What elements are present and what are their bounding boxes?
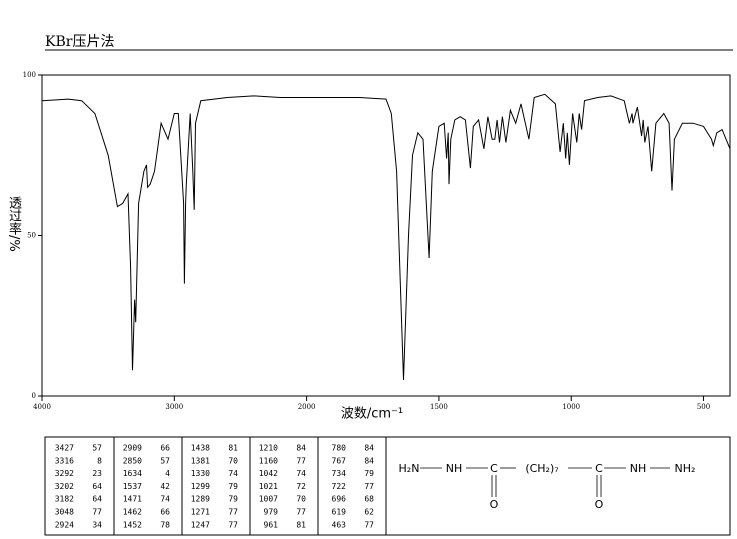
peak-wavenumber: 1462: [123, 508, 142, 517]
peak-transmittance: 77: [296, 456, 306, 465]
table-frame: [44, 436, 731, 536]
peak-transmittance: 77: [364, 482, 374, 491]
peak-wavenumber: 3202: [55, 482, 74, 491]
peak-transmittance: 57: [160, 456, 170, 465]
peak-wavenumber: 1438: [191, 444, 210, 453]
x-tick-label: 1000: [562, 403, 580, 411]
peak-wavenumber: 3182: [55, 495, 74, 504]
x-tick-label: 4000: [33, 403, 51, 411]
peak-transmittance: 70: [228, 456, 238, 465]
peak-wavenumber: 734: [332, 469, 347, 478]
peak-transmittance: 42: [160, 482, 170, 491]
peak-transmittance: 79: [228, 482, 238, 491]
plot-frame: [41, 74, 731, 397]
peak-wavenumber: 3292: [55, 469, 74, 478]
peak-wavenumber: 780: [332, 444, 347, 453]
structure-label: NH: [630, 462, 647, 475]
structure-label: NH: [446, 462, 463, 475]
peak-wavenumber: 1634: [123, 469, 142, 478]
structure-label: (CH₂)₇: [525, 462, 558, 475]
peak-transmittance: 77: [228, 520, 238, 529]
peak-transmittance: 34: [92, 520, 102, 529]
peak-transmittance: 79: [364, 469, 374, 478]
peak-transmittance: 81: [296, 520, 306, 529]
structure-oxygen: O: [595, 498, 604, 511]
peak-wavenumber: 1330: [191, 469, 210, 478]
peak-transmittance: 74: [296, 469, 306, 478]
peak-wavenumber: 2850: [123, 456, 142, 465]
peak-transmittance: 72: [296, 482, 306, 491]
peak-transmittance: 74: [160, 495, 170, 504]
peak-transmittance: 79: [228, 495, 238, 504]
peak-transmittance: 74: [228, 469, 238, 478]
peak-transmittance: 66: [160, 444, 170, 453]
peak-wavenumber: 1160: [259, 456, 278, 465]
peak-wavenumber: 1381: [191, 456, 210, 465]
structure-oxygen: O: [490, 498, 499, 511]
peak-transmittance: 64: [92, 482, 102, 491]
peak-transmittance: 57: [92, 444, 102, 453]
peak-transmittance: 84: [364, 444, 374, 453]
x-tick-label: 1500: [430, 403, 448, 411]
peak-wavenumber: 767: [332, 456, 347, 465]
peak-wavenumber: 3048: [55, 508, 74, 517]
peak-wavenumber: 2909: [123, 444, 142, 453]
peak-transmittance: 23: [92, 469, 102, 478]
x-tick-label: 500: [697, 403, 710, 411]
peak-transmittance: 64: [92, 495, 102, 504]
structure-label: NH₂: [675, 462, 696, 475]
peak-transmittance: 77: [228, 508, 238, 517]
peak-wavenumber: 3427: [55, 444, 74, 453]
peak-wavenumber: 1007: [259, 495, 278, 504]
peak-wavenumber: 2924: [55, 520, 74, 529]
peak-transmittance: 77: [92, 508, 102, 517]
peak-transmittance: 4: [165, 469, 170, 478]
x-tick-label: 3000: [165, 403, 183, 411]
peak-wavenumber: 979: [264, 508, 279, 517]
peak-transmittance: 70: [296, 495, 306, 504]
y-tick-label: 100: [23, 71, 36, 79]
chart-title: KBr压片法: [45, 34, 114, 50]
peak-wavenumber: 696: [332, 495, 347, 504]
peak-wavenumber: 1021: [259, 482, 278, 491]
spectrum-line: [41, 93, 731, 380]
peak-wavenumber: 1247: [191, 520, 210, 529]
peak-wavenumber: 722: [332, 482, 347, 491]
peak-wavenumber: 1299: [191, 482, 210, 491]
structure-bonds: [420, 467, 670, 497]
peak-transmittance: 62: [364, 508, 374, 517]
y-axis-label: 透过率/%: [6, 196, 21, 252]
peak-transmittance: 77: [296, 508, 306, 517]
peak-wavenumber: 1271: [191, 508, 210, 517]
structure-label: C: [490, 462, 498, 475]
peak-transmittance: 66: [160, 508, 170, 517]
x-tick-label: 2000: [298, 403, 316, 411]
peak-wavenumber: 1537: [123, 482, 142, 491]
peak-wavenumber: 3316: [55, 456, 74, 465]
structure-label: H₂N: [399, 462, 420, 475]
y-tick-label: 50: [27, 232, 36, 240]
peak-transmittance: 8: [97, 456, 102, 465]
x-axis-label: 波数/cm⁻¹: [341, 407, 403, 422]
peak-wavenumber: 1452: [123, 520, 142, 529]
peak-wavenumber: 1210: [259, 444, 278, 453]
peak-transmittance: 84: [296, 444, 306, 453]
y-tick-label: 0: [32, 392, 36, 400]
peak-wavenumber: 1471: [123, 495, 142, 504]
peak-transmittance: 84: [364, 456, 374, 465]
peak-transmittance: 81: [228, 444, 238, 453]
peak-wavenumber: 1289: [191, 495, 210, 504]
peak-wavenumber: 619: [332, 508, 347, 517]
peak-transmittance: 77: [364, 520, 374, 529]
peak-wavenumber: 1042: [259, 469, 278, 478]
peak-transmittance: 78: [160, 520, 170, 529]
peak-wavenumber: 463: [332, 520, 347, 529]
peak-wavenumber: 961: [264, 520, 279, 529]
peak-transmittance: 68: [364, 495, 374, 504]
structure-label: C: [595, 462, 603, 475]
